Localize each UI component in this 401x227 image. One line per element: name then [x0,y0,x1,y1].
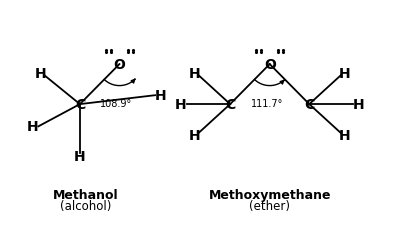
Text: (ether): (ether) [249,199,290,212]
Text: Methanol: Methanol [53,188,119,201]
Text: Methoxymethane: Methoxymethane [209,188,331,201]
Text: H: H [26,120,38,134]
Text: H: H [34,67,46,81]
Text: H: H [339,129,350,143]
Text: H: H [353,98,365,112]
Text: C: C [225,98,235,112]
Text: O: O [113,58,126,72]
Text: O: O [264,58,275,72]
Text: H: H [339,67,350,81]
Text: 111.7°: 111.7° [251,99,283,109]
Text: C: C [75,98,85,112]
Text: C: C [304,98,314,112]
Text: H: H [74,150,86,164]
Text: 108.9°: 108.9° [101,99,133,109]
Text: (alcohol): (alcohol) [60,199,111,212]
Text: H: H [189,67,200,81]
Text: H: H [155,89,167,103]
Text: H: H [189,129,200,143]
Text: H: H [175,98,186,112]
